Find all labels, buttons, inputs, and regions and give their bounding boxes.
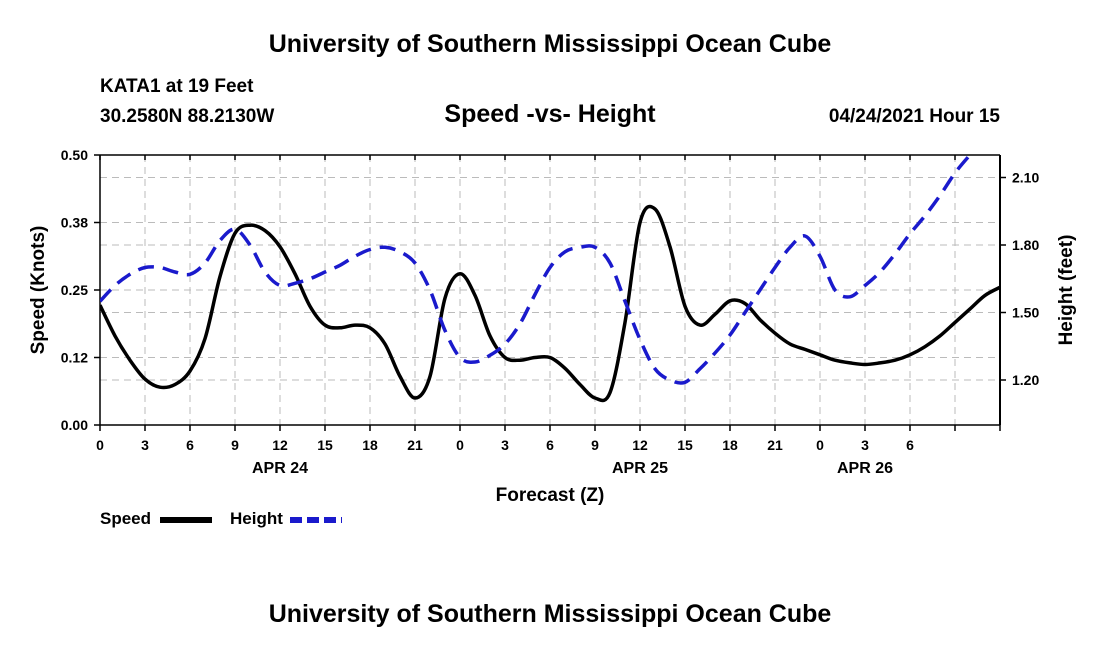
y-axis-title-right: Height (feet) [1056, 235, 1077, 346]
y-tick-label-left: 0.50 [61, 147, 88, 163]
coordinates-label: 30.2580N 88.2130W [100, 106, 275, 127]
y-tick-label-right: 1.80 [1012, 237, 1039, 253]
x-tick-label: 6 [906, 437, 914, 453]
x-tick-label: 15 [317, 437, 333, 453]
x-tick-label: 18 [722, 437, 738, 453]
x-date-label: APR 26 [837, 460, 893, 477]
y-tick-label-left: 0.38 [61, 215, 88, 231]
x-tick-label: 18 [362, 437, 378, 453]
y-axis-title-left: Speed (Knots) [28, 226, 49, 355]
y-tick-label-left: 0.12 [61, 350, 88, 366]
x-date-label: APR 25 [612, 460, 668, 477]
x-tick-label: 21 [407, 437, 423, 453]
y-tick-label-left: 0.25 [61, 282, 88, 298]
y-tick-label-left: 0.00 [61, 417, 88, 433]
series-line-speed [100, 204, 1000, 403]
x-tick-label: 9 [591, 437, 599, 453]
x-date-label: APR 24 [252, 460, 308, 477]
x-tick-label: 12 [632, 437, 648, 453]
y-tick-label-right: 2.10 [1012, 170, 1039, 186]
legend-height-label: Height [230, 509, 283, 528]
x-tick-label: 6 [186, 437, 194, 453]
x-axis-title: Forecast (Z) [496, 485, 605, 506]
page-title: University of Southern Mississippi Ocean… [268, 30, 832, 58]
x-tick-label: 3 [861, 437, 869, 453]
series-line-height [100, 153, 975, 385]
x-tick-label: 12 [272, 437, 288, 453]
station-label: KATA1 at 19 Feet [100, 76, 254, 97]
legend-speed-label: Speed [100, 509, 152, 528]
footer-title: University of Southern Mississippi Ocean… [268, 600, 832, 628]
x-tick-label: 6 [546, 437, 554, 453]
x-tick-label: 21 [767, 437, 783, 453]
x-tick-label: 3 [141, 437, 149, 453]
x-tick-label: 0 [456, 437, 464, 453]
x-tick-label: 15 [677, 437, 693, 453]
x-tick-label: 0 [96, 437, 104, 453]
x-tick-label: 3 [501, 437, 509, 453]
datetime-label: 04/24/2021 Hour 15 [828, 106, 1000, 127]
chart-subtitle: Speed -vs- Height [444, 100, 656, 128]
x-tick-label: 9 [231, 437, 239, 453]
y-tick-label-right: 1.20 [1012, 372, 1039, 388]
y-tick-label-right: 1.50 [1012, 305, 1039, 321]
x-tick-label: 0 [816, 437, 824, 453]
